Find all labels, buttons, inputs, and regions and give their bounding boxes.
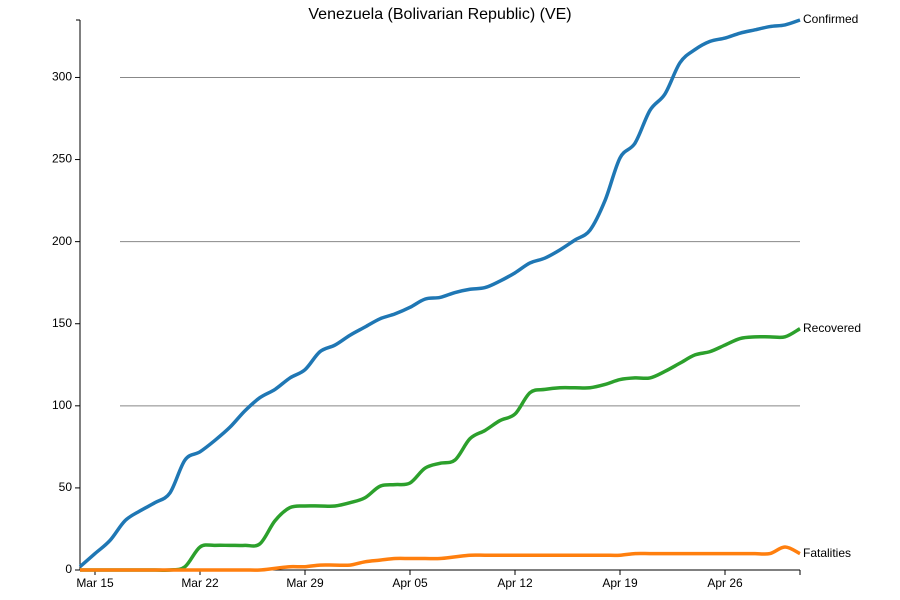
x-tick-label: Mar 22 — [181, 576, 219, 590]
x-tick-label: Apr 19 — [602, 576, 638, 590]
series-line — [80, 545, 801, 572]
series-label: Fatalities — [803, 546, 851, 560]
x-tick-label: Apr 12 — [497, 576, 533, 590]
y-tick-label: 250 — [52, 152, 72, 166]
y-tick-label: 150 — [52, 316, 72, 330]
y-tick-label: 300 — [52, 70, 72, 84]
y-tick-label: 50 — [59, 480, 73, 494]
y-tick-label: 100 — [52, 398, 72, 412]
series-line — [80, 327, 801, 572]
chart-title: Venezuela (Bolivarian Republic) (VE) — [308, 6, 571, 23]
x-tick-label: Apr 05 — [392, 576, 428, 590]
y-tick-label: 0 — [65, 562, 72, 576]
y-tick-label: 200 — [52, 234, 72, 248]
series-label: Recovered — [803, 321, 861, 335]
x-tick-label: Mar 29 — [286, 576, 324, 590]
series-line — [78, 18, 801, 569]
x-tick-label: Apr 26 — [707, 576, 743, 590]
x-tick-label: Mar 15 — [76, 576, 114, 590]
series-label: Confirmed — [803, 12, 858, 26]
